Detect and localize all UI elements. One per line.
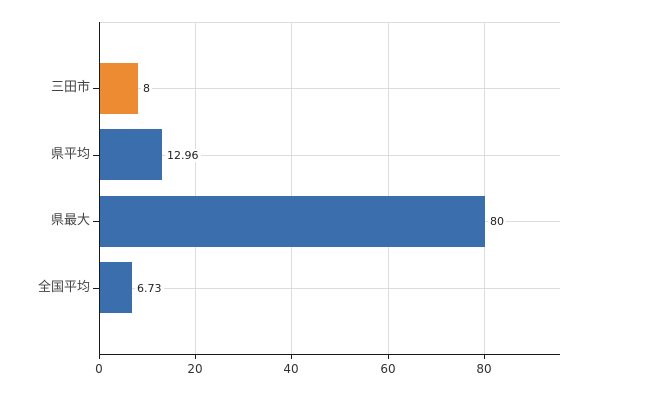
x-axis-tick-label: 60 xyxy=(380,362,396,376)
x-axis-tick-label: 20 xyxy=(187,362,203,376)
bar xyxy=(100,63,138,114)
gridline-horizontal xyxy=(99,88,560,89)
y-axis-category-label: 県最大 xyxy=(50,213,90,228)
value-label: 12.96 xyxy=(165,149,201,162)
bar xyxy=(100,196,485,247)
gridline-horizontal xyxy=(99,288,560,289)
y-axis-tick-mark xyxy=(93,221,99,222)
y-axis-category-label: 県平均 xyxy=(50,147,90,162)
gridline-vertical xyxy=(291,22,293,354)
x-axis-tick-mark xyxy=(388,354,389,359)
value-label: 8 xyxy=(141,82,152,95)
plot-top-border xyxy=(99,22,560,23)
y-axis-tick-mark xyxy=(93,288,99,289)
gridline-vertical xyxy=(387,22,389,354)
bar xyxy=(100,262,132,313)
bar xyxy=(100,129,162,180)
gridline-horizontal xyxy=(99,155,560,156)
y-axis-line xyxy=(99,22,100,355)
x-axis-tick-mark xyxy=(484,354,485,359)
value-label: 6.73 xyxy=(135,282,164,295)
y-axis-category-label: 全国平均 xyxy=(37,280,90,295)
x-axis-tick-label: 80 xyxy=(476,362,492,376)
gridline-vertical xyxy=(483,22,485,354)
x-axis-line xyxy=(99,354,560,355)
y-axis-tick-mark xyxy=(93,155,99,156)
gridline-vertical xyxy=(195,22,197,354)
x-axis-tick-label: 0 xyxy=(95,362,103,376)
value-label: 80 xyxy=(488,215,506,228)
x-axis-tick-mark xyxy=(291,354,292,359)
y-axis-category-label: 三田市 xyxy=(50,80,90,95)
x-axis-tick-mark xyxy=(195,354,196,359)
y-axis-tick-mark xyxy=(93,88,99,89)
x-axis-tick-label: 40 xyxy=(283,362,299,376)
x-axis-tick-mark xyxy=(99,354,100,359)
